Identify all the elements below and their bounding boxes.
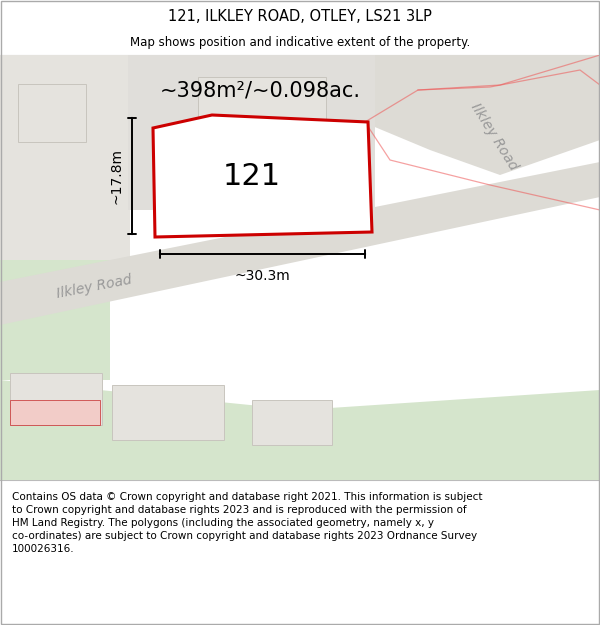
Polygon shape [0, 55, 130, 270]
Polygon shape [0, 162, 600, 325]
Text: Map shows position and indicative extent of the property.: Map shows position and indicative extent… [130, 36, 470, 49]
Bar [18, 84, 86, 142]
Text: Contains OS data © Crown copyright and database right 2021. This information is : Contains OS data © Crown copyright and d… [12, 492, 482, 554]
Text: Ilkley Road: Ilkley Road [468, 101, 520, 173]
Bar [112, 385, 224, 440]
Text: ~30.3m: ~30.3m [235, 269, 290, 283]
Polygon shape [0, 260, 110, 380]
Bar [198, 77, 326, 185]
Text: Ilkley Road: Ilkley Road [55, 272, 133, 301]
Polygon shape [0, 380, 600, 480]
Polygon shape [128, 55, 375, 210]
Polygon shape [358, 55, 600, 175]
Polygon shape [153, 115, 372, 237]
Text: ~17.8m: ~17.8m [110, 148, 124, 204]
Text: 121: 121 [223, 162, 281, 191]
Bar [252, 400, 332, 445]
Bar [10, 373, 102, 425]
Text: ~398m²/~0.098ac.: ~398m²/~0.098ac. [160, 80, 361, 100]
Bar [10, 400, 100, 425]
Text: 121, ILKLEY ROAD, OTLEY, LS21 3LP: 121, ILKLEY ROAD, OTLEY, LS21 3LP [168, 9, 432, 24]
